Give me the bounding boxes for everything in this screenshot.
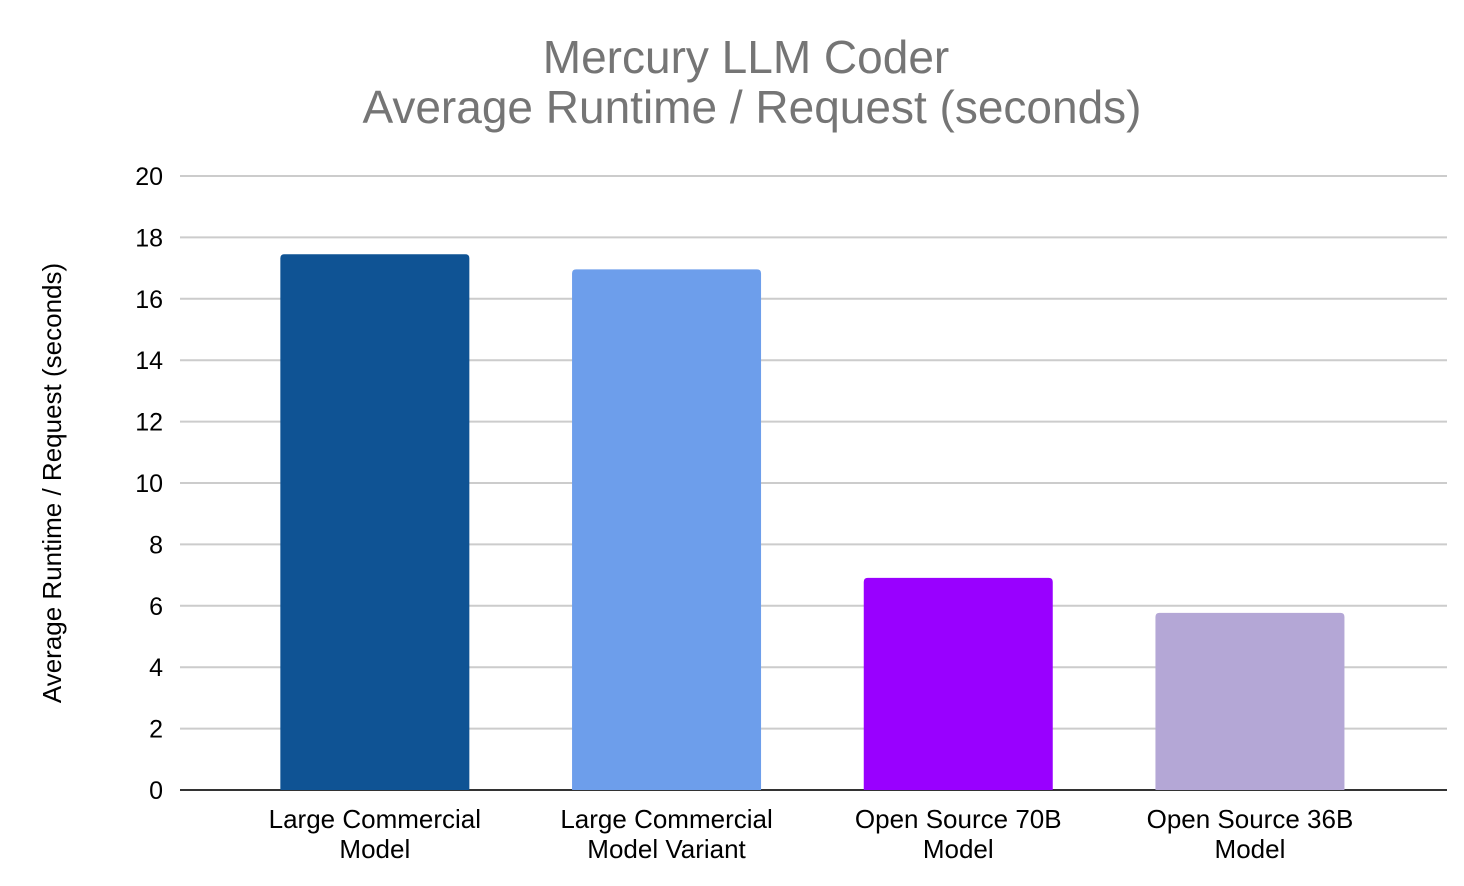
x-category-label: Model Variant [587,834,746,864]
x-category-label: Open Source 70B [855,804,1062,834]
x-category-label: Large Commercial [269,804,481,834]
y-tick-label: 16 [135,286,163,314]
bar [863,577,1053,790]
y-tick-label: 10 [135,470,163,498]
y-tick-label: 14 [135,347,163,375]
x-category-label: Model [339,834,410,864]
x-category-label: Model [923,834,994,864]
y-axis-label: Average Runtime / Request (seconds) [37,263,67,703]
y-tick-label: 2 [149,716,163,744]
x-category-label: Large Commercial [560,804,772,834]
bar [572,269,762,790]
y-tick-label: 4 [149,654,163,682]
chart-title-line-2: Average Runtime / Request (seconds) [363,81,1142,133]
y-tick-label: 20 [135,163,163,191]
y-tick-label: 12 [135,409,163,437]
x-category-label: Open Source 36B [1147,804,1354,834]
x-category-label: Model [1215,834,1286,864]
bar [1155,612,1345,790]
chart-title-line-1: Mercury LLM Coder [543,31,949,83]
y-tick-label: 18 [135,224,163,252]
y-tick-label: 8 [149,531,163,559]
y-tick-label: 6 [149,593,163,621]
y-tick-label: 0 [149,777,163,805]
bar [280,254,470,790]
